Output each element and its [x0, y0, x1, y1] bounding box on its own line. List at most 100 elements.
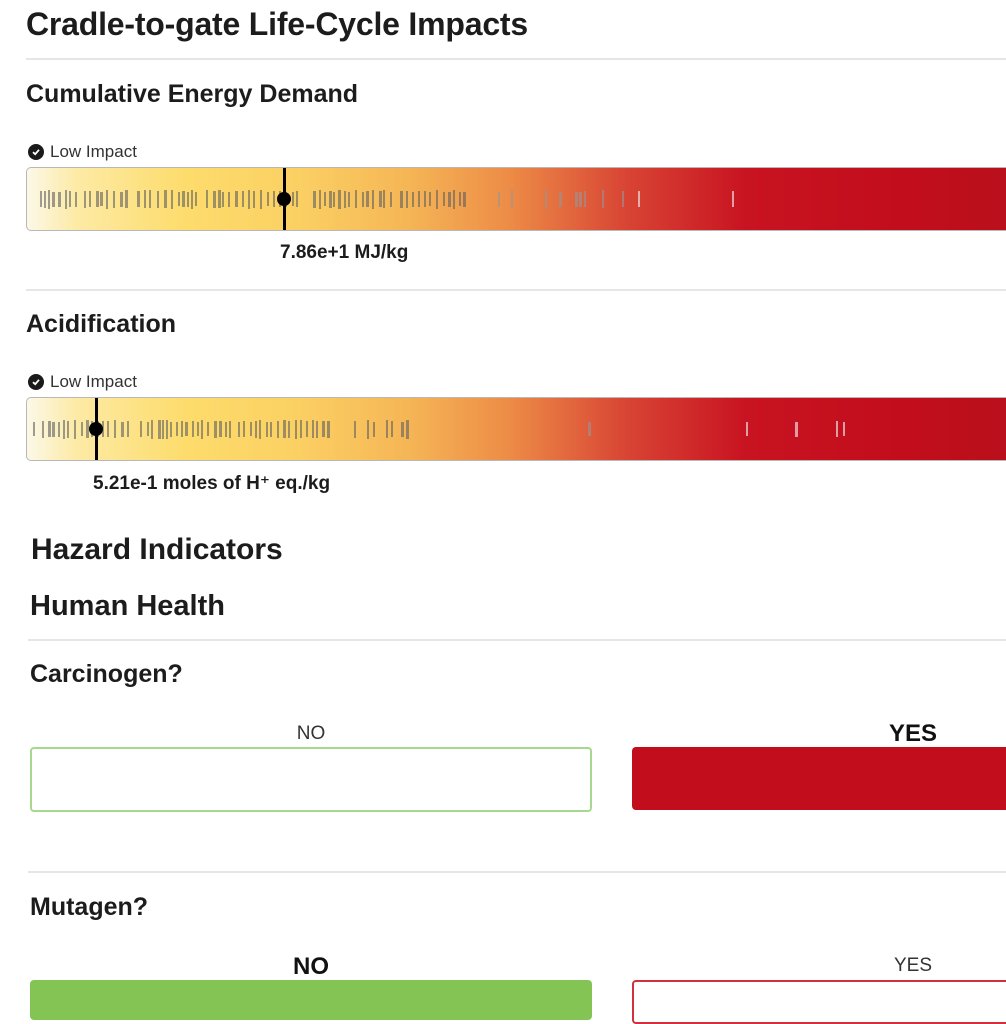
distribution-tick — [100, 192, 103, 206]
distribution-tick — [300, 420, 302, 438]
distribution-tick — [267, 192, 269, 206]
impact-label: Low Impact — [50, 372, 137, 391]
check-circle-icon — [28, 144, 44, 160]
distribution-tick — [206, 190, 208, 208]
distribution-tick — [207, 422, 209, 436]
distribution-tick — [81, 422, 83, 436]
distribution-tick — [295, 419, 297, 439]
distribution-tick — [436, 189, 438, 209]
distribution-tick — [390, 191, 392, 207]
distribution-tick — [42, 420, 44, 438]
distribution-tick — [147, 422, 149, 436]
distribution-tick — [292, 192, 294, 206]
distribution-tick — [121, 421, 124, 437]
distribution-tick — [65, 189, 67, 209]
distribution-tick — [836, 421, 838, 437]
distribution-tick — [58, 191, 61, 207]
distribution-tick — [52, 191, 55, 207]
distribution-tick — [75, 191, 77, 207]
distribution-tick — [225, 421, 227, 437]
distribution-tick — [406, 419, 409, 439]
distribution-tick — [372, 189, 374, 209]
divider — [26, 289, 1006, 291]
distribution-tick — [228, 191, 230, 207]
distribution-tick — [843, 422, 845, 436]
distribution-tick — [166, 419, 168, 439]
distribution-tick — [348, 191, 350, 207]
mutagen-yes-option[interactable] — [632, 980, 1006, 1024]
energy-impact-bar — [26, 167, 1006, 231]
distribution-tick — [579, 191, 582, 207]
distribution-tick — [187, 191, 189, 207]
divider — [26, 58, 1006, 60]
distribution-tick — [418, 191, 420, 207]
distribution-tick — [67, 420, 69, 438]
distribution-tick — [48, 189, 50, 209]
distribution-tick — [238, 421, 240, 437]
distribution-tick — [178, 192, 180, 206]
distribution-tick — [137, 191, 140, 207]
distribution-tick — [195, 192, 197, 206]
distribution-tick — [270, 421, 272, 437]
distribution-tick — [201, 419, 203, 439]
distribution-tick — [511, 189, 513, 209]
distribution-tick — [157, 190, 159, 208]
impact-label: Low Impact — [50, 142, 137, 161]
distribution-tick — [391, 421, 393, 437]
distribution-tick — [107, 421, 109, 437]
distribution-tick — [306, 421, 308, 437]
distribution-tick — [106, 189, 108, 209]
distribution-tick — [795, 421, 798, 437]
mutagen-yes-label: YES — [893, 955, 933, 976]
distribution-tick — [584, 191, 586, 207]
distribution-tick — [259, 419, 261, 439]
distribution-tick — [333, 191, 335, 207]
distribution-tick — [367, 419, 369, 439]
distribution-tick — [84, 190, 86, 208]
carcinogen-yes-label: YES — [888, 720, 938, 747]
distribution-tick — [453, 189, 455, 209]
distribution-tick — [638, 191, 640, 207]
acidification-impact-badge: Low Impact — [28, 372, 137, 392]
energy-value-label: 7.86e+1 MJ/kg — [280, 242, 409, 263]
carcinogen-yes-option[interactable] — [632, 747, 1006, 810]
distribution-tick — [443, 192, 445, 206]
distribution-tick — [400, 190, 403, 208]
distribution-tick — [214, 420, 217, 438]
distribution-tick — [197, 422, 199, 436]
distribution-tick — [448, 191, 451, 207]
distribution-tick — [260, 189, 262, 209]
carcinogen-no-option[interactable] — [30, 747, 592, 812]
distribution-tick — [185, 422, 188, 436]
distribution-tick — [151, 419, 153, 439]
distribution-tick — [113, 190, 115, 208]
distribution-tick — [296, 191, 298, 207]
distribution-tick — [229, 420, 231, 438]
distribution-tick — [545, 189, 547, 209]
distribution-tick — [213, 190, 216, 208]
value-marker-dot — [277, 192, 291, 206]
value-marker-dot — [89, 422, 103, 436]
distribution-tick — [176, 422, 178, 436]
distribution-tick — [162, 419, 164, 439]
mutagen-no-option[interactable] — [30, 980, 592, 1020]
distribution-tick — [746, 422, 748, 436]
distribution-tick — [127, 421, 129, 437]
distribution-tick — [58, 421, 60, 437]
distribution-tick — [144, 190, 146, 208]
distribution-tick — [313, 190, 316, 208]
section-title-cradle-to-gate: Cradle-to-gate Life-Cycle Impacts — [26, 6, 528, 42]
divider — [28, 639, 1006, 641]
distribution-tick — [559, 191, 562, 207]
distribution-tick — [354, 420, 356, 438]
distribution-tick — [86, 420, 89, 438]
mutagen-question: Mutagen? — [30, 893, 149, 921]
distribution-tick — [329, 190, 332, 208]
distribution-tick — [338, 189, 341, 209]
distribution-tick — [602, 190, 604, 208]
distribution-tick — [255, 420, 257, 438]
distribution-tick — [181, 421, 183, 437]
energy-impact-badge: Low Impact — [28, 142, 137, 162]
distribution-tick — [379, 191, 382, 207]
distribution-tick — [149, 190, 151, 208]
